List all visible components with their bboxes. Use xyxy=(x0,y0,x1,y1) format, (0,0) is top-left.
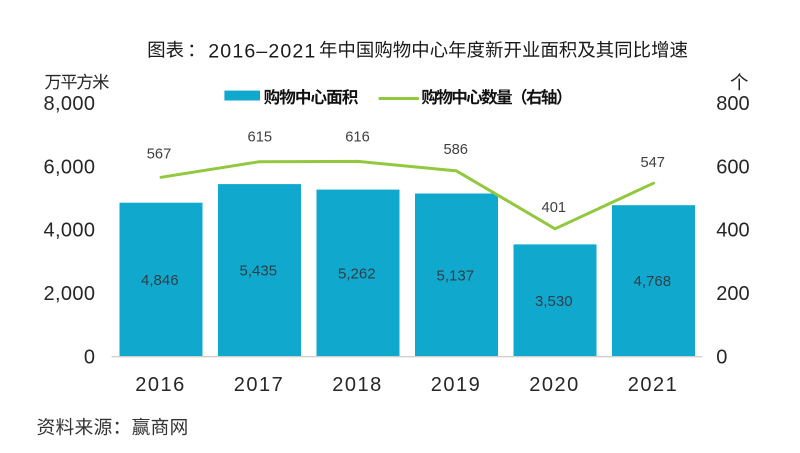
svg-text:200: 200 xyxy=(716,283,749,305)
svg-text:2,000: 2,000 xyxy=(44,283,96,305)
svg-text:400: 400 xyxy=(716,220,749,242)
svg-text:600: 600 xyxy=(716,156,749,178)
svg-text:5,435: 5,435 xyxy=(240,263,278,280)
svg-text:6,000: 6,000 xyxy=(44,156,96,178)
svg-text:5,137: 5,137 xyxy=(437,267,475,284)
svg-text:2018: 2018 xyxy=(332,374,381,396)
svg-text:3,530: 3,530 xyxy=(535,293,573,310)
svg-text:2019: 2019 xyxy=(431,374,480,396)
svg-text:0: 0 xyxy=(84,347,95,369)
svg-text:2017: 2017 xyxy=(234,374,283,396)
svg-text:567: 567 xyxy=(147,146,172,162)
svg-text:616: 616 xyxy=(345,129,370,145)
svg-text:2021: 2021 xyxy=(628,374,677,396)
svg-text:586: 586 xyxy=(443,142,468,158)
svg-text:615: 615 xyxy=(248,129,273,145)
svg-text:2020: 2020 xyxy=(529,374,578,396)
svg-text:0: 0 xyxy=(716,347,727,369)
svg-text:5,262: 5,262 xyxy=(338,265,376,282)
svg-text:4,768: 4,768 xyxy=(634,273,672,290)
svg-text:8,000: 8,000 xyxy=(44,93,96,115)
svg-text:2016–2021: 2016–2021 xyxy=(208,40,315,62)
svg-text:547: 547 xyxy=(640,155,665,171)
svg-text:800: 800 xyxy=(716,93,749,115)
svg-text:401: 401 xyxy=(542,200,567,216)
svg-text:2016: 2016 xyxy=(135,374,184,396)
svg-text:4,846: 4,846 xyxy=(141,272,179,289)
svg-text:4,000: 4,000 xyxy=(44,220,96,242)
